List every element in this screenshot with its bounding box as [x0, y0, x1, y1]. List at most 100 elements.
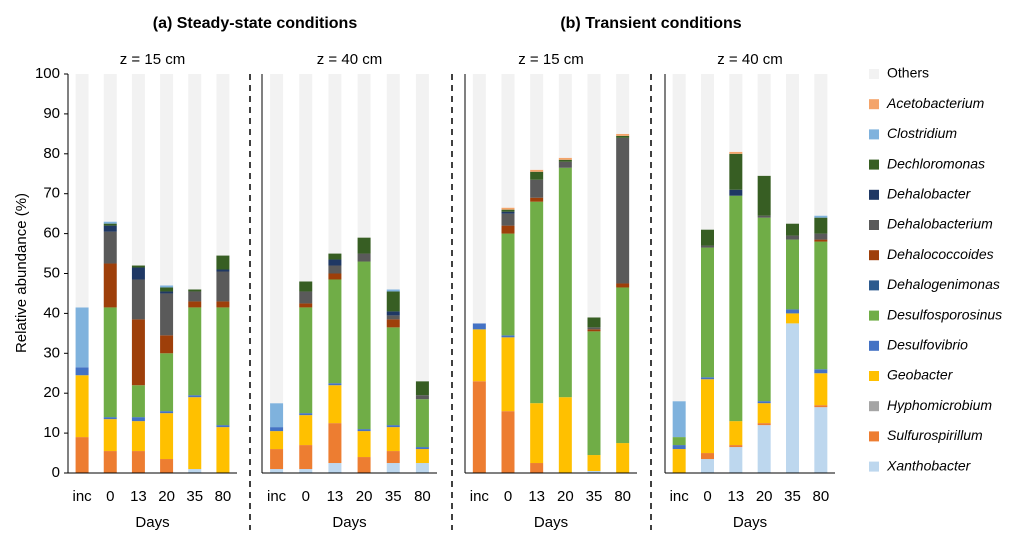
bar-segment [814, 215, 828, 218]
bar-segment [216, 425, 230, 428]
legend-label: Acetobacterium [886, 95, 985, 111]
bar-segment [75, 307, 89, 368]
bar-segment [530, 403, 544, 464]
bar-segment [386, 319, 400, 328]
bar-segment [587, 329, 601, 332]
bar-segment [188, 74, 202, 290]
bar-segment [328, 383, 342, 386]
bar-segment [558, 74, 572, 158]
bar-segment [270, 74, 284, 404]
bar-segment [530, 179, 544, 198]
y-tick-label: 30 [43, 344, 60, 361]
bar-segment [386, 327, 400, 426]
bar-segment [814, 233, 828, 240]
y-tick-label: 90 [43, 105, 60, 122]
x-tick-label: 13 [327, 488, 344, 505]
bar-segment [814, 405, 828, 408]
bar-segment [814, 373, 828, 406]
bar-segment [501, 233, 515, 336]
x-tick-label: 35 [784, 488, 801, 505]
bar-segment [357, 237, 371, 254]
bar-segment [587, 471, 601, 473]
bar-segment [587, 317, 601, 328]
bar-segment [328, 253, 342, 260]
bar-segment [558, 161, 572, 168]
bar-segment [216, 271, 230, 302]
bar-segment [701, 229, 714, 246]
bar-segment [131, 74, 145, 266]
bar-segment [103, 419, 117, 452]
bar-segment [501, 209, 515, 212]
bar-segment [216, 427, 230, 473]
y-tick-label: 100 [35, 65, 60, 82]
bar-segment [472, 323, 486, 330]
bar-segment [757, 403, 771, 424]
bar-segment [75, 74, 89, 308]
legend-label: Dehalogenimonas [887, 276, 1000, 292]
y-tick-label: 0 [52, 464, 60, 481]
x-tick-label: 13 [727, 488, 744, 505]
y-axis-label: Relative abundance (%) [13, 193, 30, 353]
legend-swatch [869, 280, 879, 291]
bar-segment [616, 287, 630, 444]
bar-segment [75, 367, 89, 376]
bar-segment [672, 437, 686, 446]
legend-label: Dechloromonas [887, 155, 985, 171]
bar-segment [501, 411, 515, 473]
bar-segment [160, 353, 174, 412]
panel-title: z = 15 cm [120, 51, 185, 68]
legend-swatch [869, 159, 879, 170]
bar-segment [103, 307, 117, 418]
x-tick-label: 20 [557, 488, 574, 505]
legend-label: Geobacter [887, 367, 954, 383]
legend-swatch [869, 401, 879, 412]
bar-segment [299, 469, 313, 473]
bar-segment [160, 459, 174, 473]
bar-segment [188, 289, 202, 292]
bar-segment [299, 303, 313, 308]
bar-segment [160, 335, 174, 354]
group-title: (a) Steady-state conditions [153, 15, 358, 32]
bar-segment [701, 74, 714, 230]
bar-segment [160, 291, 174, 294]
bar-segment [530, 171, 544, 180]
bar-segment [103, 221, 117, 224]
bar-segment [501, 337, 515, 412]
bar-segment [814, 369, 828, 374]
x-tick-label: 20 [756, 488, 773, 505]
bar-segment [357, 253, 371, 262]
x-axis-label: Days [733, 514, 767, 531]
x-axis-label: Days [135, 514, 169, 531]
bar-segment [328, 265, 342, 274]
bar-segment [472, 74, 486, 324]
bar-segment [587, 327, 601, 330]
bar-segment [757, 215, 771, 218]
bar-segment [672, 449, 686, 473]
bar-segment [131, 267, 145, 280]
y-tick-label: 20 [43, 384, 60, 401]
bar-segment [616, 74, 630, 134]
legend-label: Dehalobacter [887, 186, 972, 202]
bar-segment [558, 397, 572, 473]
bar-segment [386, 311, 400, 316]
bar-segment [616, 283, 630, 288]
bar-segment [616, 135, 630, 138]
bar-segment [103, 225, 117, 232]
bar-segment [501, 225, 515, 234]
legend-label: Desulfosporosinus [887, 306, 1002, 322]
bar-segment [701, 379, 714, 454]
bar-segment [729, 189, 743, 196]
bar-segment [386, 289, 400, 292]
x-tick-label: 80 [215, 488, 232, 505]
x-tick-label: 80 [414, 488, 431, 505]
bar-segment [328, 273, 342, 280]
legend-label: Dehalococcoides [887, 246, 994, 262]
bar-segment [558, 157, 572, 160]
bar-segment [328, 259, 342, 266]
legend-swatch [869, 220, 879, 230]
bar-segment [386, 74, 400, 290]
bar-segment [472, 329, 486, 382]
bar-segment [558, 167, 572, 398]
legend-swatch [869, 340, 879, 351]
